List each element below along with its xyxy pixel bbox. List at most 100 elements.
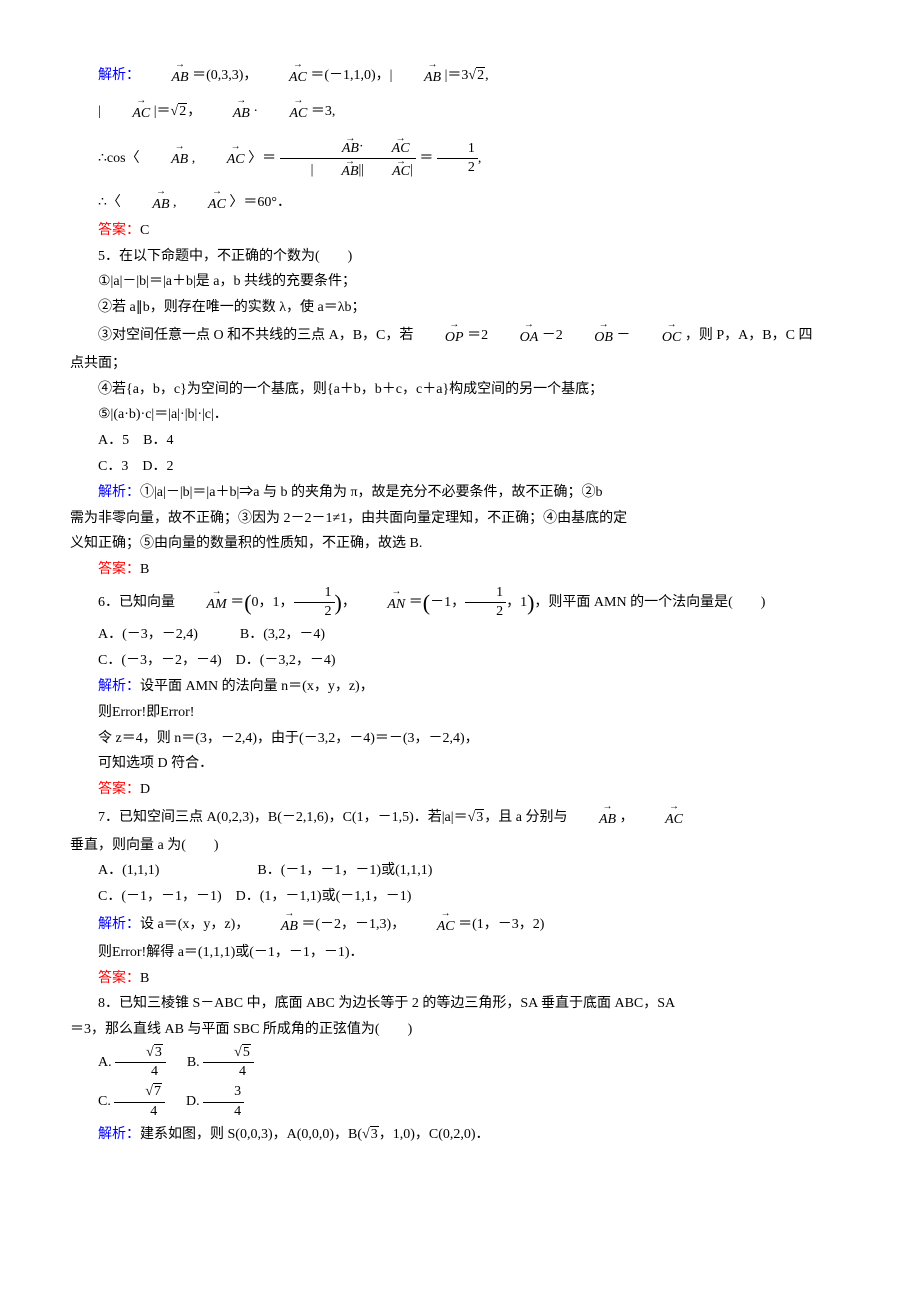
q4-analysis-line3: ∴cos〈 →AB , →AC 〉＝ →AB·→AC |→AB||→AC| ＝ … <box>70 136 850 181</box>
vector-ac: →AC <box>261 62 307 90</box>
answer-value: B <box>140 971 149 986</box>
opt-d-label: D. <box>186 1094 200 1109</box>
text: －1， <box>430 595 465 610</box>
vector-ab: →AB <box>571 804 616 832</box>
text: ∴〈 <box>98 195 121 210</box>
opt-a-label: A. <box>98 1055 112 1070</box>
text: ，且 a 分别与 <box>484 810 567 825</box>
q5-opt5: ⑤|(a·b)·c|＝|a|·|b|·|c|． <box>70 403 850 427</box>
text: ＝(1，－3，2) <box>458 917 544 932</box>
q5-opt3-cont: 点共面； <box>70 352 850 376</box>
q5-analysis-l1: 解析：①|a|－|b|＝|a＋b|⇒a 与 b 的夹角为 π，故是充分不必要条件… <box>70 481 850 505</box>
text: 设平面 AMN 的法向量 n＝(x，y，z)， <box>140 679 374 694</box>
opt-b-label: B. <box>187 1055 200 1070</box>
text: ＝ <box>230 595 244 610</box>
q6-analysis-l1: 解析：设平面 AMN 的法向量 n＝(x，y，z)， <box>70 675 850 699</box>
text: 〉＝60°． <box>229 195 291 210</box>
q7-analysis-l1: 解析：设 a＝(x，y，z)， →AB ＝(－2，－1,3)， →AC ＝(1，… <box>70 911 850 939</box>
text: 〉＝ <box>248 151 276 166</box>
spacer <box>169 1055 183 1070</box>
sqrt: √3 <box>468 809 485 825</box>
q5-choice-cd: C．3 D．2 <box>70 455 850 479</box>
answer-label: 答案： <box>98 971 140 986</box>
text: ＝(0,3,3)， <box>192 68 257 83</box>
text: 6．已知向量 <box>98 595 175 610</box>
vector-ac: →AC <box>199 144 245 172</box>
text: ＝ <box>419 151 433 166</box>
q4-analysis-line2: | →AC |＝√2， →AB · →AC ＝3, <box>70 98 850 126</box>
q6-analysis-l2: 则Error!即Error! <box>70 701 850 725</box>
vector-an: →AN <box>359 589 405 617</box>
q8-analysis: 解析：建系如图，则 S(0,0,3)，A(0,0,0)，B(√3，1,0)，C(… <box>70 1123 850 1147</box>
paren-icon: ( <box>244 590 251 615</box>
text: , <box>478 151 482 166</box>
analysis-label: 解析： <box>98 485 140 500</box>
text: ， <box>620 810 634 825</box>
q8-stem-l2: ＝3，那么直线 AB 与平面 SBC 所成角的正弦值为( ) <box>70 1018 850 1042</box>
fraction: 34 <box>203 1083 244 1120</box>
vector-ac: →AC <box>104 98 150 126</box>
text: ， <box>187 104 201 119</box>
vector-oa: →OA <box>492 322 539 350</box>
vector-ab: →AB <box>144 62 189 90</box>
text: ＝(－2，－1,3)， <box>301 917 405 932</box>
analysis-label: 解析： <box>98 679 140 694</box>
answer-value: B <box>140 562 149 577</box>
vector-op: →OP <box>417 322 464 350</box>
analysis-label: 解析： <box>98 1127 140 1142</box>
q5-stem: 5．在以下命题中，不正确的个数为( ) <box>70 245 850 269</box>
text: ， <box>342 595 356 610</box>
text: , <box>173 195 177 210</box>
text: | <box>98 104 101 119</box>
text: － <box>616 328 630 343</box>
text: ，则平面 AMN 的一个法向量是( ) <box>534 595 765 610</box>
q7-stem: 7．已知空间三点 A(0,2,3)，B(－2,1,6)，C(1，－1,5)．若|… <box>70 804 850 832</box>
vector-ac: →AC <box>409 911 455 939</box>
q5-opt4: ④若{a，b，c}为空间的一个基底，则{a＋b，b＋c，c＋a}构成空间的另一个… <box>70 378 850 402</box>
sqrt: √2 <box>171 103 188 119</box>
answer-label: 答案： <box>98 223 140 238</box>
q7-choice-c: C．(－1，－1，－1) D．(1，－1,1)或(－1,1，－1) <box>70 885 850 909</box>
q5-answer: 答案：B <box>70 558 850 582</box>
answer-value: C <box>140 223 149 238</box>
answer-label: 答案： <box>98 782 140 797</box>
text: ＝(－1,1,0)，| <box>310 68 392 83</box>
q6-analysis-l3: 令 z＝4，则 n＝(3，－2,4)，由于(－3,2，－4)＝－(3，－2,4)… <box>70 727 850 751</box>
q4-answer: 答案：C <box>70 219 850 243</box>
text: · <box>253 104 258 119</box>
vector-oc: →OC <box>634 322 681 350</box>
paren-icon: ( <box>423 590 430 615</box>
q5-analysis-l3: 义知正确；⑤由向量的数量积的性质知，不正确，故选 B. <box>70 532 850 556</box>
fraction: →AB·→AC |→AB||→AC| <box>280 136 416 181</box>
text: 0，1， <box>252 595 294 610</box>
text: ＝ <box>409 595 423 610</box>
text: ，1,0)，C(0,2,0)． <box>379 1127 490 1142</box>
q7-answer: 答案：B <box>70 967 850 991</box>
text: ＝3, <box>311 104 336 119</box>
text: 建系如图，则 S(0,0,3)，A(0,0,0)，B( <box>140 1127 362 1142</box>
text: －2 <box>542 328 563 343</box>
vector-ac: →AC <box>180 189 226 217</box>
q7-analysis-l2: 则Error!解得 a＝(1,1,1)或(－1，－1，－1)． <box>70 941 850 965</box>
vector-ab: →AB <box>396 62 441 90</box>
analysis-label: 解析： <box>98 917 140 932</box>
text: 7．已知空间三点 A(0,2,3)，B(－2,1,6)，C(1，－1,5)．若|… <box>98 810 468 825</box>
vector-ac: →AC <box>637 804 683 832</box>
q7-choice-a: A．(1,1,1) B．(－1，－1，－1)或(1,1,1) <box>70 859 850 883</box>
sqrt: √3 <box>362 1126 379 1142</box>
q6-answer: 答案：D <box>70 778 850 802</box>
q5-opt3: ③对空间任意一点 O 和不共线的三点 A，B，C，若 →OP ＝2 →OA －2… <box>70 322 850 350</box>
vector-ob: →OB <box>566 322 613 350</box>
q6-analysis-l4: 可知选项 D 符合． <box>70 752 850 776</box>
fraction: √34 <box>115 1044 166 1081</box>
opt-c-label: C. <box>98 1094 111 1109</box>
q7-cont: 垂直，则向量 a 为( ) <box>70 834 850 858</box>
q5-opt1: ①|a|－|b|＝|a＋b|是 a，b 共线的充要条件； <box>70 270 850 294</box>
text: |＝3 <box>445 68 469 83</box>
text: 设 a＝(x，y，z)， <box>140 917 249 932</box>
q6-choice-a: A．(－3，－2,4) B．(3,2，－4) <box>70 623 850 647</box>
q5-analysis-l2: 需为非零向量，故不正确；③因为 2－2－1≠1，由共面向量定理知，不正确；④由基… <box>70 507 850 531</box>
analysis-label: 解析： <box>98 68 140 83</box>
vector-ab: →AB <box>124 189 169 217</box>
text: ，1 <box>506 595 527 610</box>
